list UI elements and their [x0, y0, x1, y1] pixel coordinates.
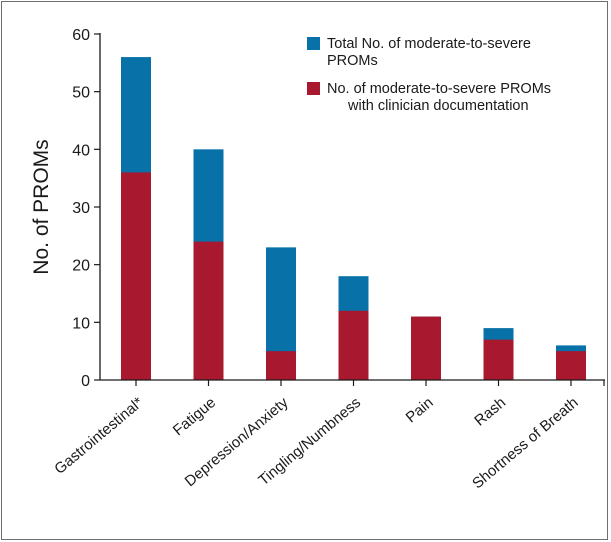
bar-documented-3: [338, 310, 369, 380]
bar-documented-1: [193, 241, 224, 380]
y-tick-label: 50: [72, 85, 90, 102]
legend-label-0-line-0: Total No. of moderate-to-severe: [327, 36, 531, 52]
y-ticks-group: 0 10 20 30 40 50 60: [72, 27, 100, 390]
y-tick-label: 30: [72, 200, 90, 217]
bar-documented-6: [556, 351, 586, 380]
y-tick-label: 20: [72, 258, 90, 275]
legend-swatch-0: [307, 37, 320, 50]
y-axis-title: No. of PROMs: [30, 139, 53, 274]
bar-documented-0: [121, 172, 151, 380]
y-tick-label: 0: [81, 373, 90, 390]
x-tick-label: Fatigue: [170, 394, 219, 439]
legend-label-1-line-0: No. of moderate-to-severe PROMs: [327, 81, 551, 97]
y-tick-label: 60: [72, 27, 90, 44]
bar-documented-5: [483, 339, 514, 380]
bars-group: [121, 57, 586, 381]
bar-documented-4: [411, 316, 441, 380]
x-ticks-group: Gastrointestinal* FatigueDepression/Anxie…: [51, 380, 605, 492]
legend-swatch-1: [307, 82, 320, 95]
y-tick-label: 10: [72, 315, 90, 332]
legend-label-0-line-1: PROMs: [327, 53, 378, 69]
x-tick-label: Pain: [403, 394, 437, 426]
x-tick-label: Rash: [471, 394, 509, 430]
y-tick-label: 40: [72, 142, 90, 159]
x-tick-label: Gastrointestinal*: [51, 394, 146, 478]
legend-label-1-line-1: with clinician documentation: [347, 98, 529, 114]
bar-documented-2: [266, 351, 296, 380]
